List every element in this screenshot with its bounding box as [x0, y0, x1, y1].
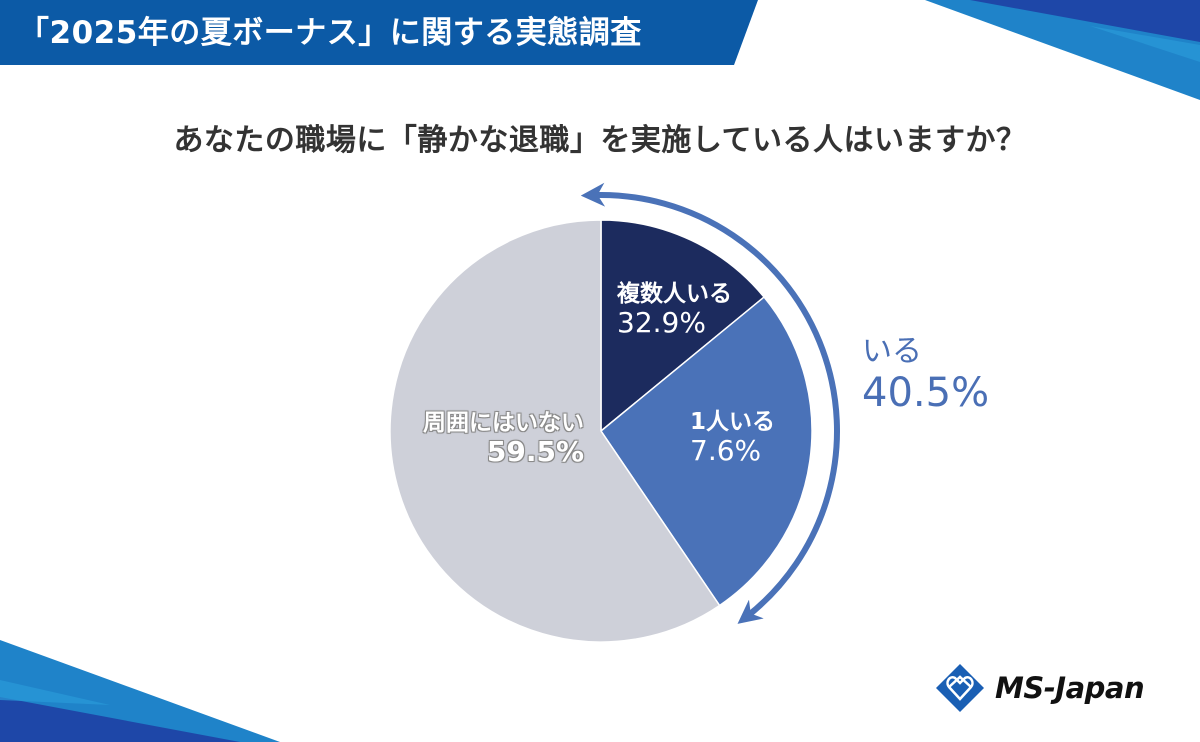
slice-label-multi-name: 複数人いる	[617, 281, 732, 307]
banner-title: 「2025年の夏ボーナス」に関する実態調査	[18, 15, 642, 51]
slice-label-none-pct: 59.5%	[486, 435, 584, 469]
group-arrow-arc	[580, 182, 840, 624]
slice-label-one: 1人いる 7.6%	[690, 409, 775, 468]
group-label-pct: 40.5%	[862, 369, 990, 416]
slice-label-none: 周囲にはいない 59.5%	[398, 410, 584, 469]
question-title: あなたの職場に「静かな退職」を実施している人はいますか？	[173, 123, 1027, 158]
group-label-name: いる	[862, 334, 922, 369]
group-label: いる 40.5%	[862, 334, 990, 416]
logo-text: MS-Japan	[995, 671, 1145, 705]
ms-japan-logo: MS-Japan	[935, 660, 1145, 716]
header-banner: 「2025年の夏ボーナス」に関する実態調査	[0, 0, 760, 65]
slice-label-one-name: 1人いる	[690, 409, 776, 435]
slice-label-one-pct: 7.6%	[690, 434, 762, 468]
slice-label-none-name: 周囲にはいない	[423, 410, 584, 436]
logo-diamond-heart-icon	[936, 664, 984, 712]
slice-label-multi-pct: 32.9%	[617, 306, 706, 340]
top-right-decoration	[925, 0, 1200, 100]
slice-label-multi: 複数人いる 32.9%	[617, 281, 732, 340]
bottom-left-decoration	[0, 640, 280, 742]
banner-background	[0, 0, 758, 65]
